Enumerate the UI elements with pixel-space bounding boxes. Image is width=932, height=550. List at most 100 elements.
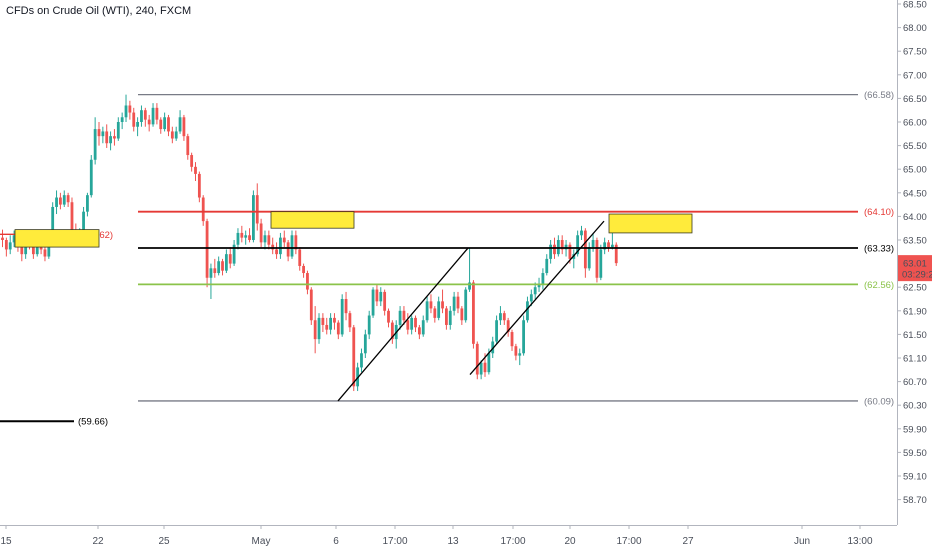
trend-line	[469, 220, 605, 375]
candle	[510, 329, 514, 351]
time-tick-label: 15	[0, 536, 12, 547]
candle-body	[59, 197, 62, 205]
price-tick-label: 59.50	[903, 448, 927, 459]
candle-body	[120, 117, 124, 122]
candle-body	[140, 110, 143, 122]
candle-body	[437, 301, 441, 318]
candle	[383, 289, 387, 316]
candle	[452, 291, 456, 316]
candle	[417, 324, 421, 340]
candle-body	[101, 131, 105, 137]
chart-title: CFDs on Crude Oil (WTI), 240, FXCM	[6, 5, 191, 17]
candle	[583, 228, 587, 278]
time-tick-label: 17:00	[382, 536, 407, 547]
candle-body	[155, 107, 159, 120]
candle	[136, 117, 139, 137]
candle	[275, 242, 278, 259]
candle-body	[282, 237, 286, 243]
time-tick-label: 13	[447, 536, 459, 547]
candle	[143, 107, 147, 127]
time-axis[interactable]: 15 22 25 May 6 17:00 13 17:00 20 17:00 27 Jun 13:00	[0, 525, 897, 547]
drawings: (66.58) (64.10) (63.33) (62.56) (60.09) (59.6…	[0, 90, 894, 428]
candle-body	[410, 317, 414, 330]
candle-body	[553, 244, 556, 255]
candle-body	[70, 202, 74, 231]
candle-body	[387, 310, 390, 323]
candle-body	[564, 244, 568, 250]
highlight-zone	[14, 229, 100, 248]
candle-body	[236, 232, 240, 245]
candle-body	[402, 310, 406, 321]
candle-body	[62, 195, 66, 205]
level-label-66-58: (66.58)	[864, 90, 894, 101]
candle	[70, 197, 74, 236]
price-tick-label: 60.30	[903, 401, 927, 412]
candle-body	[82, 211, 85, 231]
candle-body	[194, 166, 197, 174]
candle	[62, 190, 66, 207]
candle-body	[248, 235, 251, 240]
candle	[178, 110, 182, 134]
candle-body	[20, 247, 24, 255]
candle	[379, 287, 383, 307]
candle-body	[506, 320, 510, 333]
candle-body	[279, 237, 282, 255]
candle-body	[526, 301, 529, 321]
candle	[120, 112, 124, 130]
candle-body	[313, 320, 317, 340]
candle	[360, 348, 363, 373]
candle	[201, 195, 205, 226]
candle	[495, 315, 498, 344]
candle-body	[360, 353, 363, 368]
candle-body	[209, 268, 213, 278]
time-tick-label: 17:00	[500, 536, 525, 547]
candle	[502, 310, 506, 325]
candle	[580, 225, 583, 240]
candle-body	[309, 289, 313, 321]
candle-body	[267, 235, 271, 245]
candle	[549, 240, 553, 264]
candle-body	[275, 249, 278, 255]
candle-body	[97, 129, 101, 137]
candle-body	[240, 232, 244, 238]
candle-body	[217, 261, 221, 274]
candle	[228, 247, 232, 269]
candle-body	[182, 117, 186, 137]
level-label-60-09: (60.09)	[864, 396, 894, 407]
candle	[363, 329, 367, 358]
price-axis[interactable]: 68.50 68.00 67.50 67.00 66.50 66.00 65.50 65.00…	[897, 0, 932, 550]
candle	[286, 240, 290, 262]
price-tick-label: 67.00	[903, 70, 927, 81]
candle	[236, 228, 240, 250]
candle	[224, 249, 228, 274]
candle-body	[271, 244, 275, 250]
candle	[4, 237, 8, 257]
candle-body	[329, 317, 332, 330]
candle-body	[86, 195, 89, 212]
price-tick-label: 68.50	[903, 0, 927, 11]
candle-body	[340, 299, 344, 335]
candle-body	[529, 294, 533, 302]
candle	[325, 317, 329, 335]
candle-body	[136, 122, 139, 127]
candle-body	[541, 273, 545, 285]
price-tick-label: 63.50	[903, 236, 927, 247]
candle	[282, 230, 286, 248]
candle-body	[533, 287, 537, 295]
candle-body	[483, 362, 487, 373]
candle-body	[406, 320, 410, 330]
candle	[59, 192, 62, 210]
candle	[12, 230, 16, 248]
price-tick-label: 64.50	[903, 188, 927, 199]
candle	[556, 235, 560, 257]
candle-body	[205, 221, 209, 278]
candle	[113, 129, 116, 146]
candle-body	[43, 249, 47, 257]
candle	[336, 320, 340, 340]
candle	[306, 270, 309, 295]
candle-body	[333, 317, 336, 323]
price-tick-label: 59.10	[903, 472, 927, 483]
candle-body	[522, 320, 525, 354]
price-tick-label: 67.50	[903, 47, 927, 58]
